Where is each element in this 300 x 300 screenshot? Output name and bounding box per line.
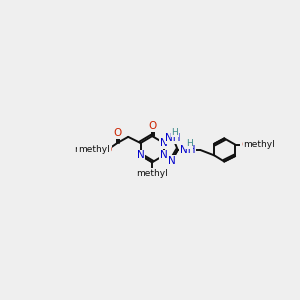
Text: O: O <box>103 145 111 155</box>
Text: N: N <box>160 150 168 160</box>
Text: H: H <box>186 139 193 148</box>
Text: NH: NH <box>180 145 196 155</box>
Text: NH: NH <box>165 134 181 143</box>
Text: H: H <box>171 128 178 137</box>
Text: N: N <box>137 150 145 160</box>
Text: O: O <box>241 140 249 150</box>
Text: methyl: methyl <box>136 169 168 178</box>
Text: methyl: methyl <box>78 146 110 154</box>
Text: methyl: methyl <box>74 146 106 154</box>
Text: N: N <box>168 156 176 166</box>
Text: methyl: methyl <box>243 140 275 149</box>
Text: O: O <box>148 121 156 131</box>
Text: N: N <box>160 138 168 148</box>
Text: O: O <box>113 128 122 138</box>
